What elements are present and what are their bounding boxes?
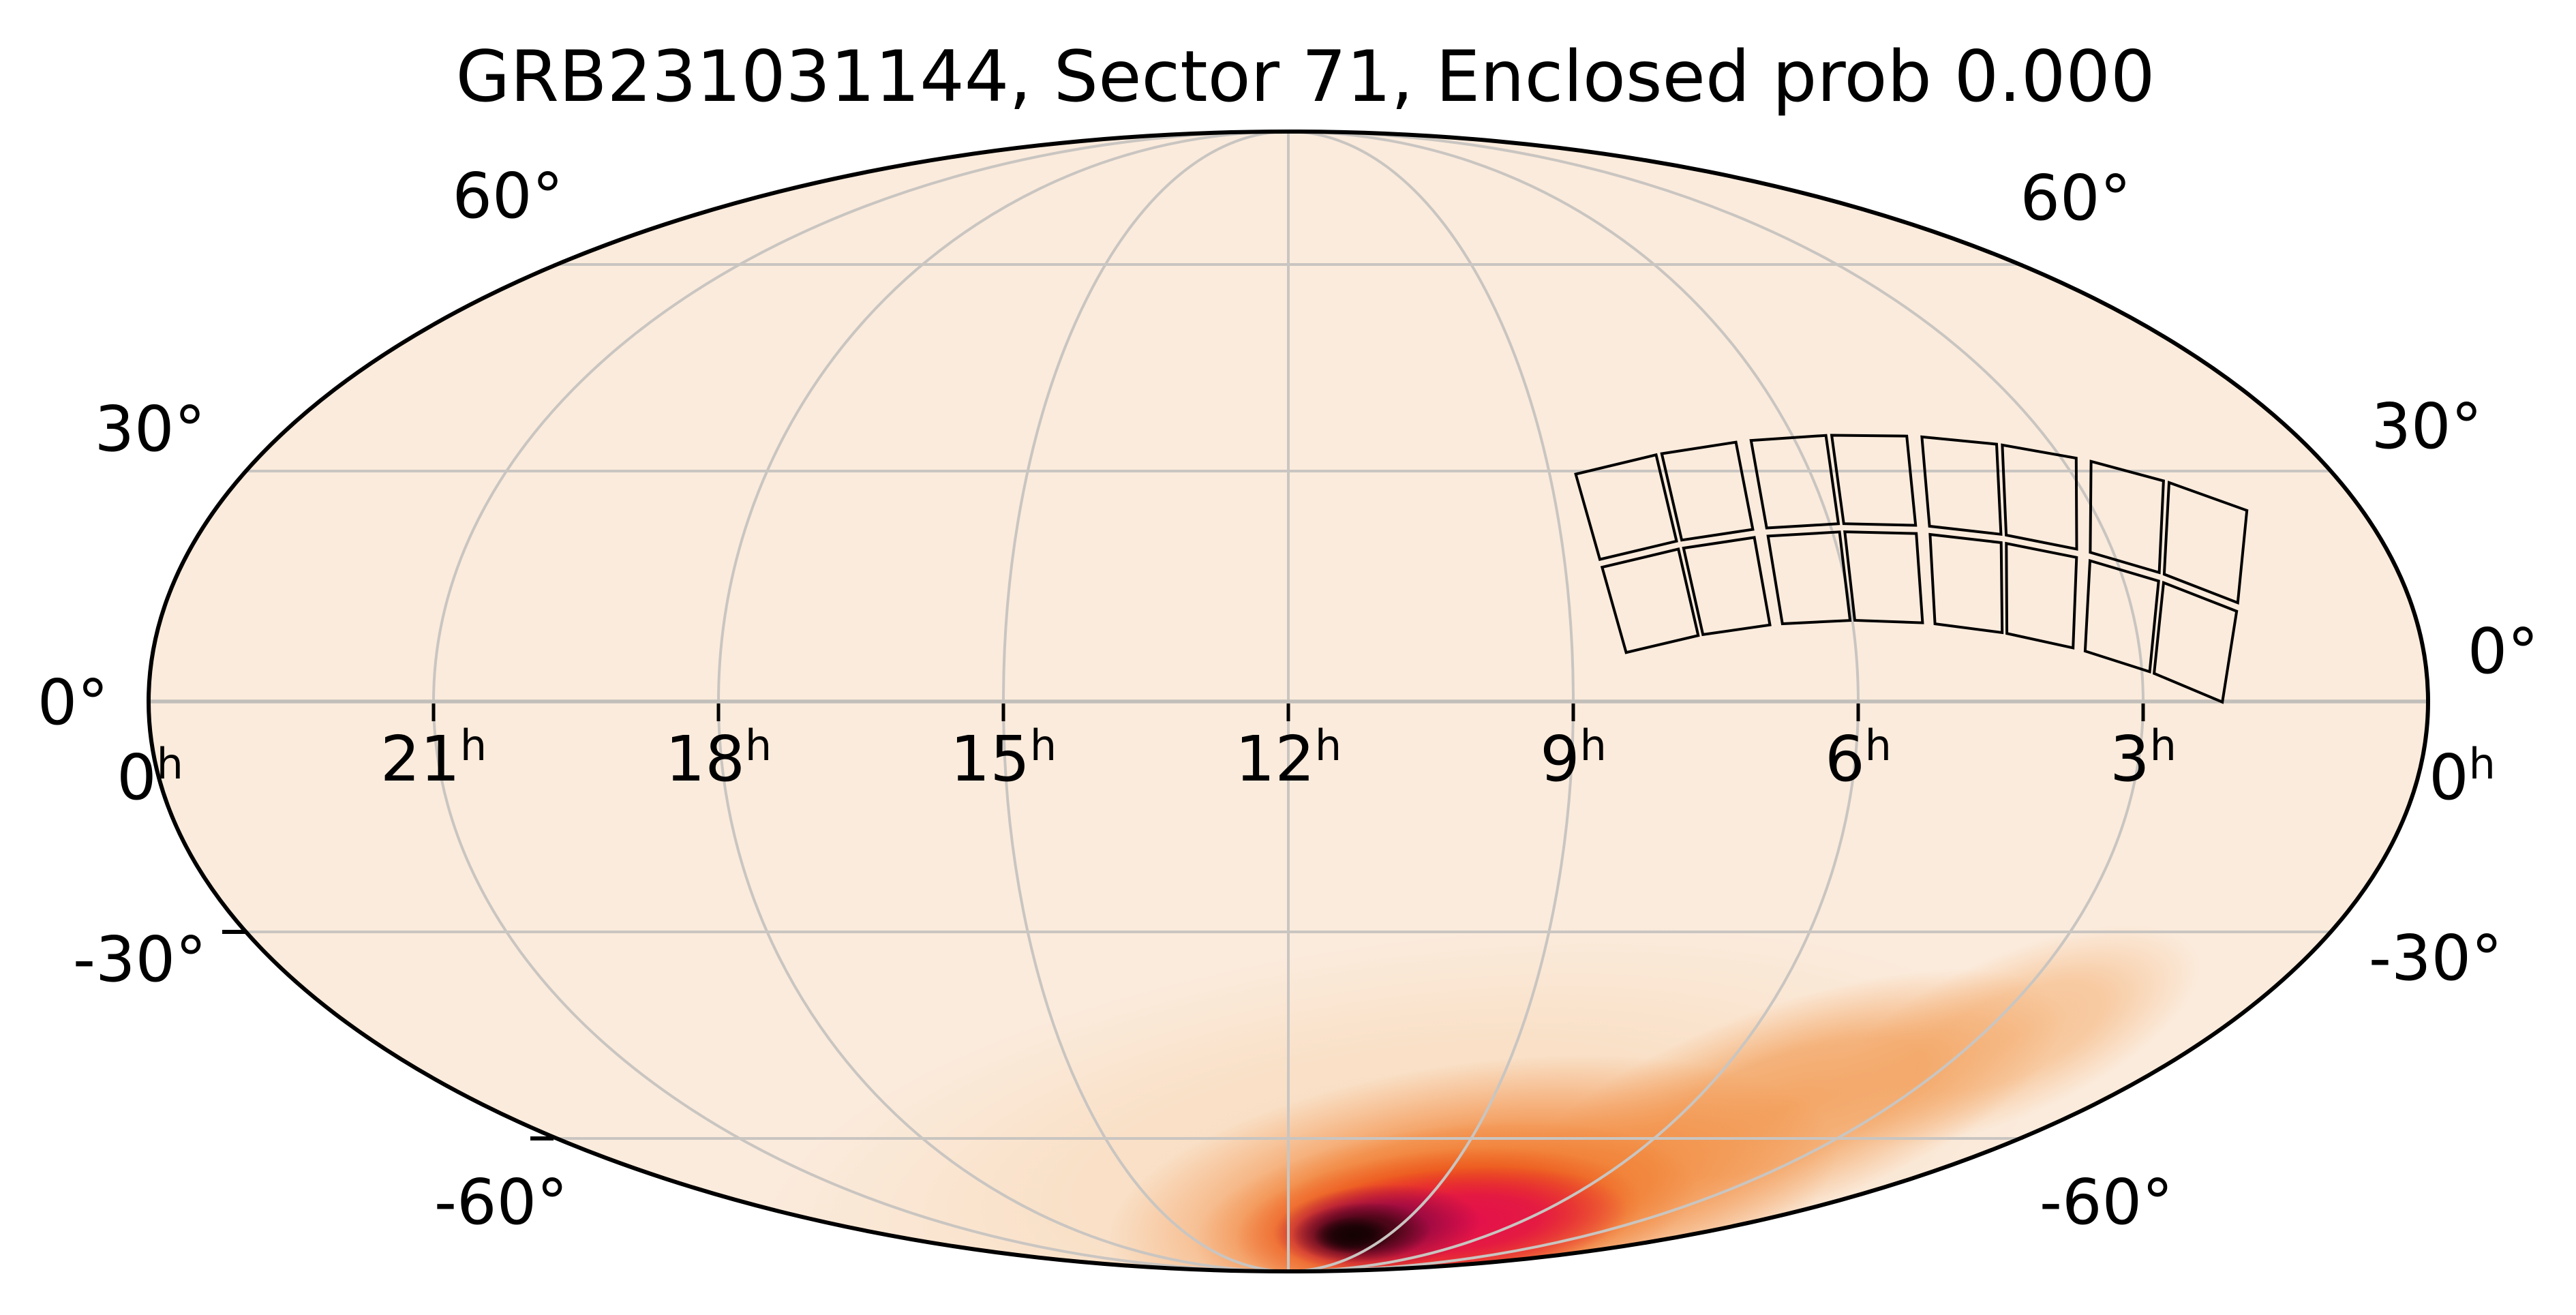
ccd-cell [2152,580,2239,704]
ra-label-edge-0h: 0h [2429,739,2496,814]
ccd-cell [1682,536,1772,637]
dec-label-left: 0° [37,666,109,739]
ccd-cell [1600,547,1700,654]
dec-label-right: -30° [2369,922,2502,995]
ccd-cell [2162,481,2249,605]
sphere-outline [147,130,2430,1273]
axis-labels: 21h 18h 15h 12h 9h 6h 3h 0h 0h 60° 30° 0° -30° -60° 60… [37,160,2539,1239]
dec-label-left: -30° [73,923,207,996]
dec-label-left: 60° [452,160,563,232]
dec-label-left: 30° [94,393,205,466]
dec-label-right: 60° [2020,162,2131,235]
dec-label-right: 30° [2371,390,2482,463]
ccd-cell [1920,435,2003,536]
ccd-cell [2005,541,2078,650]
ra-label-3h: 3h [2110,721,2177,796]
ra-label-6h: 6h [1825,721,1892,796]
dec-label-right: 0° [2468,615,2539,688]
ccd-cell [2089,459,2165,575]
ra-label-edge-0h: 0h [117,739,183,814]
ra-label-9h: 9h [1540,721,1607,796]
ccd-cell [1830,434,1918,527]
probability-heatmap [755,924,2201,1271]
dec-label-right: -60° [2040,1166,2173,1239]
axis-ticks [222,704,2145,1140]
ccd-cell [1749,434,1840,530]
ra-label-15h: 15h [950,721,1057,796]
ccd-cell [1660,440,1755,542]
ccd-cell [2001,443,2078,551]
ccd-cell [1574,453,1678,561]
ccd-cell [2083,558,2160,674]
ccd-cell [1766,530,1852,626]
dec-label-left: -60° [434,1166,568,1239]
ra-label-21h: 21h [380,721,487,796]
ccd-cell [1928,532,2004,635]
ra-label-12h: 12h [1235,721,1342,796]
sphere-outline-layer [147,130,2430,1273]
plot-title: GRB231031144, Sector 71, Enclosed prob 0… [456,36,2155,118]
ra-label-18h: 18h [665,721,772,796]
tess-footprint [1574,434,2249,704]
ccd-cell [1843,530,1924,624]
